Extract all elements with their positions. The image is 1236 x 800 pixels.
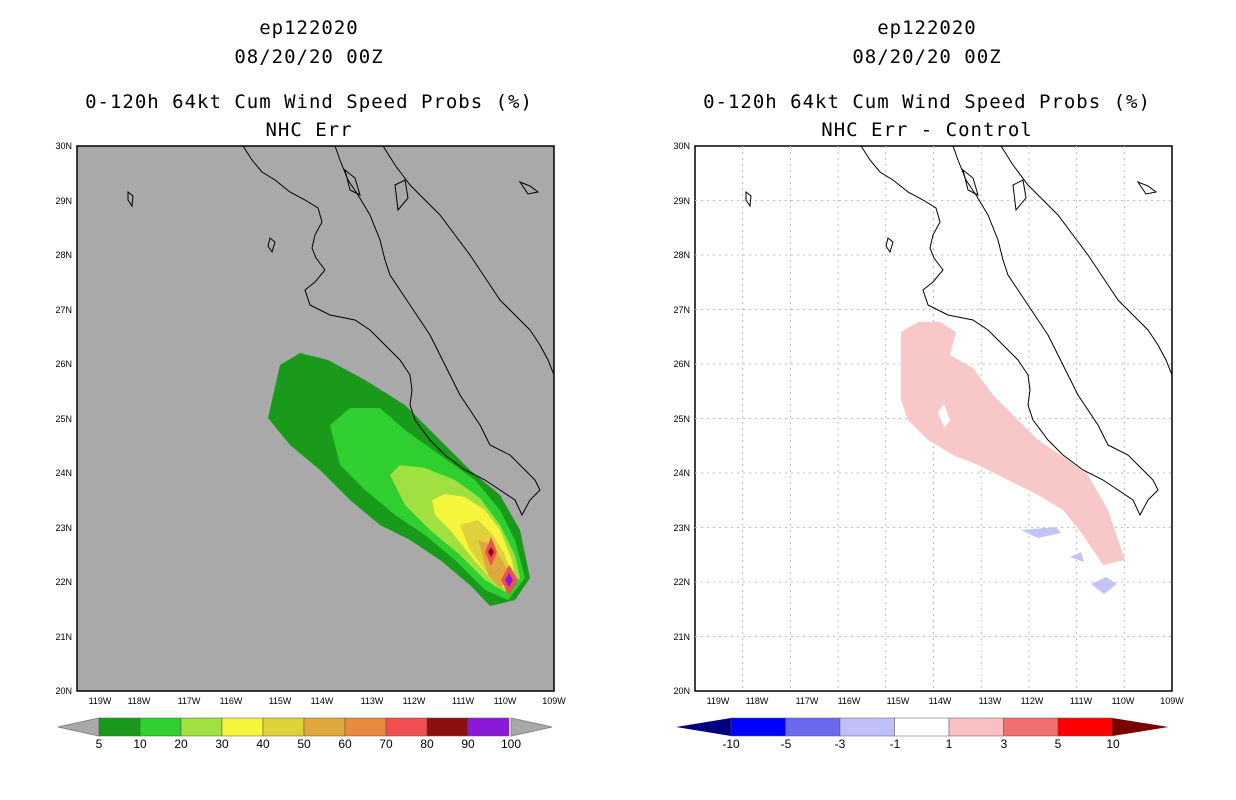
right-storm-id: ep122020 (877, 17, 977, 39)
island-3 (962, 168, 979, 196)
left-date: 08/20/20 00Z (234, 46, 384, 68)
lon-label: 109W (542, 696, 566, 706)
lat-label: 27N (55, 305, 72, 315)
island-4 (394, 179, 409, 212)
right-subtitle: NHC Err - Control (821, 119, 1033, 141)
lon-label: 115W (268, 696, 292, 706)
cb-label: -1 (889, 737, 901, 751)
prob-80-a (488, 547, 494, 557)
coastline-east (382, 145, 555, 392)
cb-label: 70 (379, 737, 393, 751)
lat-label: 24N (55, 468, 72, 478)
lat-label: 23N (55, 523, 72, 533)
lat-label: 28N (673, 250, 690, 260)
left-map-panel: ep122020 08/20/20 00Z 0-120h 64kt Cum Wi… (55, 17, 566, 751)
diff-negative-c (1091, 577, 1117, 594)
diff-negative-b (1070, 552, 1084, 562)
right-date: 08/20/20 00Z (852, 46, 1002, 68)
coastline-east (1000, 145, 1173, 392)
right-product-title: 0-120h 64kt Cum Wind Speed Probs (%) (703, 91, 1151, 113)
cb-label: 90 (461, 737, 475, 751)
lat-label: 21N (55, 632, 72, 642)
lat-label: 25N (673, 414, 690, 424)
cb-label: 10 (1106, 737, 1120, 751)
island-5 (1136, 180, 1158, 195)
island-2 (885, 237, 894, 254)
lon-label: 109W (1160, 696, 1184, 706)
cb-label: 50 (297, 737, 311, 751)
lat-label: 29N (673, 196, 690, 206)
cb-label: 100 (500, 737, 522, 751)
lon-label: 117W (795, 696, 819, 706)
lon-label: 119W (706, 696, 730, 706)
lat-label: 24N (673, 468, 690, 478)
lat-label: 23N (673, 523, 690, 533)
lon-label: 112W (402, 696, 426, 706)
lon-label: 114W (928, 696, 952, 706)
cb-label: 60 (338, 737, 352, 751)
left-map-svg (76, 145, 555, 692)
lat-label: 22N (673, 577, 690, 587)
lat-label: 27N (673, 305, 690, 315)
right-map-panel: ep122020 08/20/20 00Z 0-120h 64kt Cum Wi… (618, 0, 1236, 800)
coastline (860, 145, 1159, 517)
island-5 (518, 180, 540, 195)
left-product-title: 0-120h 64kt Cum Wind Speed Probs (%) (85, 91, 533, 113)
lon-label: 116W (219, 696, 243, 706)
right-map-svg (694, 145, 1173, 692)
lat-label: 30N (55, 141, 72, 151)
diff-positive (901, 322, 1125, 565)
cb-label: 40 (256, 737, 270, 751)
lat-label: 25N (55, 414, 72, 424)
island-4 (1012, 179, 1027, 212)
lon-label: 115W (886, 696, 910, 706)
cb-label: 5 (95, 737, 103, 751)
cb-label: -3 (834, 737, 846, 751)
lat-label: 30N (673, 141, 690, 151)
lon-label: 111W (451, 696, 475, 706)
lat-label: 21N (673, 632, 690, 642)
lat-label: 28N (55, 250, 72, 260)
cb-label: 30 (215, 737, 229, 751)
lon-label: 113W (978, 696, 1002, 706)
lon-label: 110W (493, 696, 517, 706)
island-1 (745, 190, 752, 208)
coastline (242, 145, 541, 517)
cb-label: -10 (722, 737, 740, 751)
lon-label: 111W (1069, 696, 1093, 706)
lat-label: 29N (55, 196, 72, 206)
cb-label: 80 (420, 737, 434, 751)
cb-label: 20 (174, 737, 188, 751)
lon-label: 119W (88, 696, 112, 706)
diff-hole (938, 404, 950, 428)
left-subtitle: NHC Err (265, 119, 353, 141)
cb-label: -5 (780, 737, 792, 751)
lat-label: 22N (55, 577, 72, 587)
cb-label: 3 (1000, 737, 1008, 751)
lon-label: 113W (360, 696, 384, 706)
island-2 (267, 237, 276, 254)
lat-label: 20N (673, 686, 690, 696)
lon-label: 114W (310, 696, 334, 706)
lon-label: 118W (127, 696, 151, 706)
lon-label: 112W (1020, 696, 1044, 706)
diff-negative-a (1021, 527, 1061, 538)
lon-label: 117W (177, 696, 201, 706)
lat-label: 26N (673, 359, 690, 369)
lat-label: 20N (55, 686, 72, 696)
lon-label: 110W (1111, 696, 1135, 706)
cb-label: 10 (133, 737, 147, 751)
cb-label: 1 (945, 737, 953, 751)
prob-90-b (505, 573, 513, 587)
left-storm-id: ep122020 (259, 17, 359, 39)
lat-label: 26N (55, 359, 72, 369)
island-1 (127, 190, 134, 208)
island-3 (344, 168, 361, 196)
cb-label: 5 (1054, 737, 1062, 751)
lon-label: 118W (745, 696, 769, 706)
lon-label: 116W (837, 696, 861, 706)
